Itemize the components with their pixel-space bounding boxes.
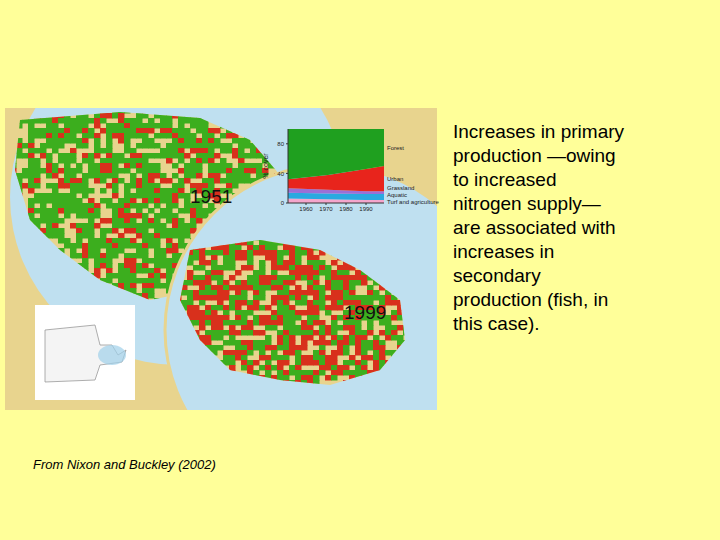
svg-text:40: 40 [277,171,284,177]
html-text:Increases in primary: Increases in primary [453,121,625,142]
html-text:this case).: this case). [453,313,540,334]
svg-text:1970: 1970 [319,206,333,212]
svg-text:1960: 1960 [299,206,313,212]
html-text:to increased: to increased [453,169,557,190]
html-text:Grassland: Grassland [387,184,415,191]
html-text:Urban: Urban [387,175,404,182]
html-text:Turf and agriculture: Turf and agriculture [387,198,439,205]
svg-text:1980: 1980 [339,206,353,212]
html-text:production (fish, in: production (fish, in [453,289,609,310]
html-text:1951: 1951 [190,186,233,207]
html-text:nitrogen supply—: nitrogen supply— [453,193,601,214]
html-text:Aquatic: Aquatic [387,191,407,198]
html-text:production —owing: production —owing [453,145,616,166]
svg-text:1990: 1990 [359,206,373,212]
html-text:Forest: Forest [387,144,404,151]
svg-text:% cover: % cover [262,153,269,179]
html-text:1999: 1999 [344,302,387,323]
svg-text:80: 80 [277,141,284,147]
html-text:From Nixon and Buckley (2002): From Nixon and Buckley (2002) [33,457,216,472]
html-text:increases in: increases in [453,241,555,262]
html-text:secondary: secondary [453,265,541,286]
svg-text:0: 0 [281,200,285,206]
html-text:are associated with: are associated with [453,217,616,238]
